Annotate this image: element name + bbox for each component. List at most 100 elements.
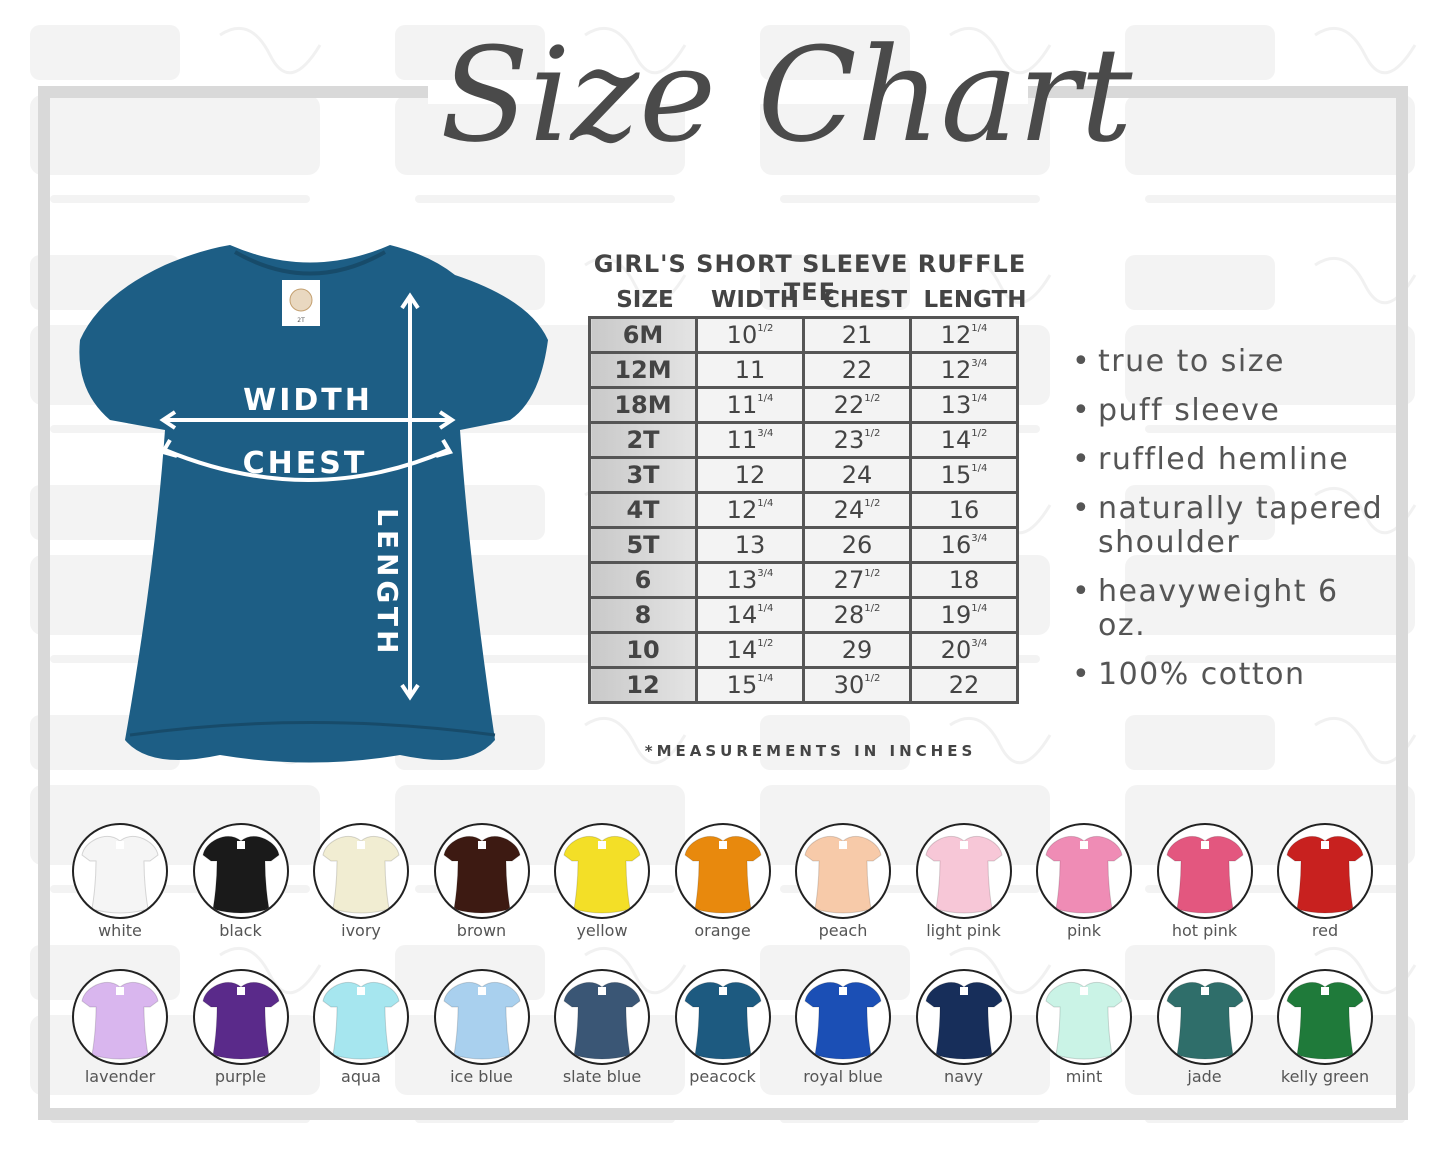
swatch-circle [192,823,289,919]
color-swatch[interactable]: orange [663,823,783,940]
length-cell: 151/4 [909,456,1019,494]
bullet-icon: • [1072,491,1092,526]
color-swatch[interactable]: jade [1145,969,1265,1086]
color-swatch[interactable]: peach [783,823,903,940]
table-row: 12M 11 22 123/4 [588,351,1019,389]
color-swatch[interactable]: yellow [542,823,662,940]
swatch-label: jade [1187,1067,1222,1086]
size-cell: 5T [588,526,698,564]
chest-cell: 271/2 [802,561,912,599]
tag-logo [289,288,313,312]
header-width: WIDTH [711,287,799,313]
chest-cell: 281/2 [802,596,912,634]
length-cell: 163/4 [909,526,1019,564]
header-size: SIZE [616,287,674,313]
width-cell: 121/4 [695,491,805,529]
chest-label: CHEST [243,446,368,481]
color-swatch[interactable]: brown [422,823,542,940]
ruffle-seam [129,721,496,737]
swatch-label: ice blue [450,1067,513,1086]
color-swatch[interactable]: navy [904,969,1024,1086]
length-cell: 203/4 [909,631,1019,669]
swatch-circle [1156,823,1253,919]
header-length: LENGTH [923,287,1027,313]
color-swatch[interactable]: pink [1024,823,1144,940]
shirt-swatch-icon [1286,981,1364,1060]
size-cell: 3T [588,456,698,494]
shirt-swatch-icon [322,981,400,1060]
swatch-label: kelly green [1280,1067,1370,1086]
color-swatch[interactable]: white [60,823,180,940]
bullet-icon: • [1072,393,1092,428]
swatch-circle [433,969,530,1065]
chest-cell: 21 [802,316,912,354]
chest-cell: 241/2 [802,491,912,529]
table-row: 8 141/4 281/2 191/4 [588,596,1019,634]
swatch-circle [1036,969,1132,1065]
swatch-circle [72,969,168,1065]
size-cell: 2T [588,421,698,459]
length-cell: 121/4 [909,316,1019,354]
swatch-circle [72,823,168,919]
swatch-circle [1277,823,1373,919]
size-cell: 18M [588,386,698,424]
swatch-circle [1277,969,1373,1065]
color-swatch[interactable]: aqua [301,969,421,1086]
swatch-circle [795,823,891,919]
swatch-label: brown [456,921,507,940]
color-swatch[interactable]: purple [181,969,301,1086]
size-table: 6M 101/2 21 121/4 12M 11 22 123/4 18M 111/4 221/2 1… [588,316,1019,704]
color-swatch[interactable]: ivory [301,823,421,940]
shirt-swatch-icon [804,835,882,914]
swatch-circle [313,823,409,919]
table-row: 6M 101/2 21 121/4 [588,316,1019,354]
width-cell: 13 [695,526,805,564]
color-swatch[interactable]: ice blue [422,969,542,1086]
length-cell: 123/4 [909,351,1019,389]
swatch-label: white [98,921,142,940]
length-cell: 16 [909,491,1019,529]
color-swatch[interactable]: kelly green [1265,969,1385,1086]
shirt-swatch-icon [81,981,159,1060]
color-swatch[interactable]: mint [1024,969,1144,1086]
chest-cell: 221/2 [802,386,912,424]
color-swatch[interactable]: red [1265,823,1385,940]
bullet-icon: • [1072,344,1092,379]
shirt-illustration: 2T WIDTH CHEST LENGTH [79,245,548,763]
chest-cell: 22 [802,351,912,389]
color-swatch[interactable]: light pink [904,823,1024,940]
color-swatch[interactable]: lavender [60,969,180,1086]
length-cell: 141/2 [909,421,1019,459]
bullet-icon: • [1072,442,1092,477]
color-swatch[interactable]: hot pink [1145,823,1265,940]
color-swatch[interactable]: slate blue [542,969,662,1086]
length-cell: 131/4 [909,386,1019,424]
table-row: 10 141/2 29 203/4 [588,631,1019,669]
chest-cell: 24 [802,456,912,494]
swatch-label: red [1311,921,1339,940]
color-swatch[interactable]: royal blue [783,969,903,1086]
shirt-swatch-icon [201,981,280,1060]
shirt-swatch-icon [924,835,1003,914]
swatch-circle [795,969,891,1065]
feature-text: heavyweight 6 oz. [1098,574,1339,643]
feature-text: ruffled hemline [1098,442,1350,477]
swatch-label: peach [818,921,868,940]
length-cell: 22 [909,666,1019,704]
feature-text: true to size [1098,344,1285,379]
shirt-swatch-icon [1165,835,1244,914]
length-cell: 191/4 [909,596,1019,634]
table-row: 2T 113/4 231/2 141/2 [588,421,1019,459]
shirt-swatch-icon [804,981,882,1060]
table-row: 12 151/4 301/2 22 [588,666,1019,704]
color-swatch[interactable]: peacock [663,969,783,1086]
length-cell: 18 [909,561,1019,599]
chest-cell: 231/2 [802,421,912,459]
feature-text: naturally tapered shoulder [1098,491,1384,560]
swatch-circle [433,823,530,919]
table-row: 6 133/4 271/2 18 [588,561,1019,599]
swatch-label: navy [944,1067,983,1086]
color-swatch[interactable]: black [181,823,301,940]
swatch-label: orange [694,921,751,940]
